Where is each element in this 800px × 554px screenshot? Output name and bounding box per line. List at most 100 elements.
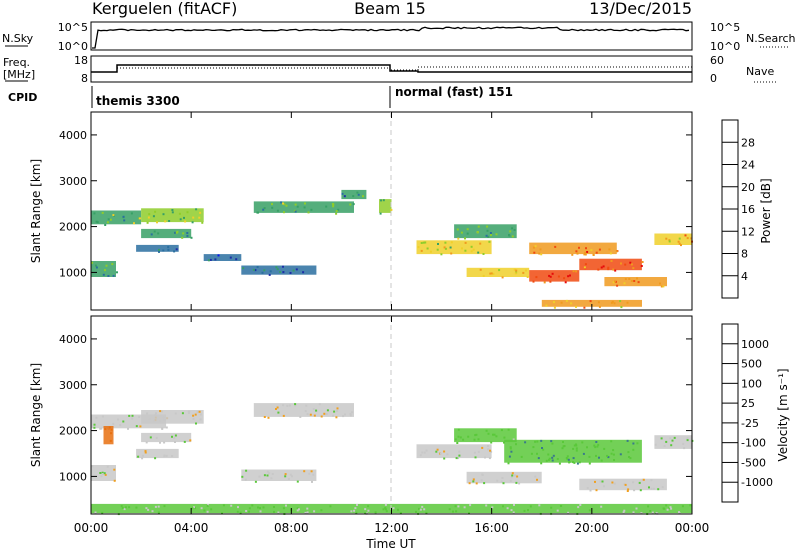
- echo-cell: [477, 251, 480, 254]
- echo-cell: [424, 241, 427, 244]
- echo-cell: [261, 271, 264, 274]
- echo-cell: [487, 235, 490, 238]
- echo-cell: [116, 271, 118, 274]
- echo-region: [416, 444, 492, 459]
- echo-cell: [336, 410, 339, 413]
- echo-cell: [597, 443, 600, 446]
- echo-cell: [419, 508, 422, 511]
- echo-cell: [323, 412, 326, 415]
- echo-region: [579, 258, 642, 271]
- echo-cell: [352, 195, 355, 198]
- echo-cell: [481, 473, 484, 476]
- echo-cell: [91, 261, 94, 264]
- freq-trace: [91, 64, 692, 73]
- echo-cell: [362, 195, 364, 198]
- echo-cell: [477, 438, 480, 441]
- echo-cell: [297, 508, 300, 511]
- echo-cell: [222, 504, 225, 507]
- echo-cell: [326, 409, 329, 412]
- cpid-segment-0: themis 3300: [96, 94, 180, 108]
- echo-cell: [456, 228, 459, 231]
- echo-cell: [91, 465, 94, 468]
- echo-cell: [162, 249, 165, 252]
- echo-cell: [299, 415, 302, 418]
- echo-region: [654, 435, 692, 449]
- cpid-label: CPID: [8, 91, 37, 104]
- echo-cell: [511, 235, 514, 238]
- echo-cell: [491, 506, 494, 509]
- echo-cell: [120, 505, 123, 508]
- echo-region: [253, 403, 354, 417]
- echo-cell: [668, 239, 671, 242]
- echo-cell: [303, 470, 306, 473]
- echo-cell: [353, 509, 356, 512]
- echo-cell: [622, 511, 625, 514]
- echo-cell: [144, 450, 147, 453]
- echo-cell: [626, 490, 629, 492]
- echo-cell: [221, 512, 223, 515]
- echo-cell: [515, 269, 518, 272]
- echo-cell: [245, 469, 248, 472]
- echo-cell: [668, 507, 671, 509]
- echo-cell: [157, 511, 160, 514]
- echo-cell: [333, 410, 336, 413]
- echo-cell: [652, 487, 655, 490]
- echo-cell: [630, 263, 633, 266]
- echo-cell: [251, 504, 254, 507]
- echo-cell: [179, 218, 182, 221]
- echo-cell: [548, 274, 551, 277]
- echo-cell: [588, 455, 591, 458]
- echo-cell: [282, 271, 285, 274]
- x-tick-label: 16:00: [474, 521, 509, 535]
- echo-cell: [527, 509, 529, 512]
- echo-cell: [382, 508, 385, 511]
- echo-cell: [489, 272, 492, 275]
- echo-cell: [262, 208, 265, 211]
- echo-cell: [245, 510, 248, 512]
- echo-cell: [613, 280, 616, 283]
- echo-cell: [678, 242, 681, 245]
- echo-cell: [534, 475, 537, 478]
- velocity-y-axis-label: Slant Range [km]: [29, 363, 43, 467]
- echo-cell: [113, 479, 116, 482]
- echo-cell: [384, 503, 387, 506]
- echo-cell: [492, 433, 494, 436]
- echo-cell: [640, 265, 643, 267]
- echo-cell: [598, 305, 601, 308]
- echo-cell: [93, 426, 96, 429]
- echo-cell: [420, 242, 423, 244]
- echo-cell: [581, 441, 584, 444]
- echo-cell: [100, 427, 103, 430]
- echo-cell: [540, 439, 543, 442]
- echo-cell: [291, 475, 293, 478]
- x-tick-label: 04:00: [174, 521, 209, 535]
- echo-cell: [294, 403, 297, 406]
- echo-cell: [503, 441, 505, 444]
- echo-cell: [509, 446, 512, 449]
- echo-cell: [624, 263, 627, 266]
- echo-cell: [354, 507, 357, 510]
- echo-cell: [571, 253, 574, 256]
- echo-cell: [380, 199, 382, 202]
- echo-cell: [399, 512, 402, 514]
- echo-cell: [637, 281, 640, 284]
- nave-label: Nave: [746, 65, 774, 78]
- echo-cell: [598, 248, 601, 251]
- echo-cell: [351, 411, 354, 414]
- echo-cell: [475, 482, 478, 485]
- echo-cell: [275, 408, 277, 410]
- echo-cell: [141, 457, 144, 460]
- echo-cell: [450, 241, 453, 244]
- echo-cell: [540, 462, 543, 465]
- echo-cell: [682, 442, 685, 445]
- echo-cell: [349, 203, 352, 206]
- echo-cell: [446, 453, 449, 456]
- echo-cell: [495, 233, 498, 236]
- echo-cell: [572, 447, 575, 450]
- echo-cell: [163, 505, 166, 508]
- echo-cell: [186, 232, 189, 234]
- echo-cell: [510, 476, 513, 479]
- echo-cell: [552, 454, 555, 457]
- echo-cell: [294, 404, 297, 407]
- echo-cell: [553, 301, 555, 304]
